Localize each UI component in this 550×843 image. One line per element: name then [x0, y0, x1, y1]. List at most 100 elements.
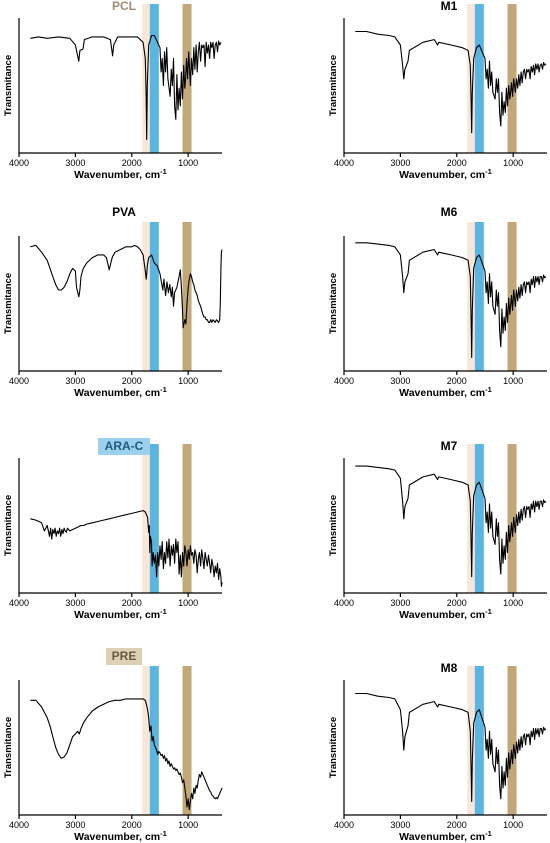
x-tick-label: 1000 [503, 820, 523, 830]
x-axis-label-sup: -1 [485, 829, 492, 838]
x-tick-label: 3000 [65, 820, 85, 830]
x-tick-label: 4000 [9, 158, 29, 168]
band-blue [474, 222, 484, 371]
chart-panel-m7: 4000 3000 2000 1000 Wavenumber, cm-1 Transmit… [328, 439, 547, 621]
band-blue [474, 444, 484, 593]
x-tick-label: 2000 [122, 376, 142, 386]
x-axis-label-sup: -1 [160, 167, 167, 176]
x-tick-label: 1000 [178, 598, 198, 608]
x-tick-label: 3000 [65, 158, 85, 168]
spectrum-line [355, 692, 547, 803]
x-tick-label: 3000 [65, 376, 85, 386]
chart-title: M7 [441, 439, 458, 453]
band-pale [467, 222, 477, 371]
x-tick-label: 4000 [9, 376, 29, 386]
x-tick-label: 3000 [65, 598, 85, 608]
band-tan [507, 666, 517, 815]
x-tick-label: 1000 [503, 158, 523, 168]
x-tick-label: 4000 [334, 598, 354, 608]
x-tick-label: 4000 [334, 376, 354, 386]
y-axis-label: Transmitance [3, 55, 14, 116]
x-axis-label-text: Wavenumber, cm [399, 609, 485, 621]
x-tick-label: 3000 [390, 598, 410, 608]
chart-panel-ara-c: 4000 3000 2000 1000 Wavenumber, cm-1 Transmit… [3, 438, 223, 621]
spectrum-line [30, 34, 222, 141]
x-tick-label: 1000 [503, 598, 523, 608]
x-tick-label: 1000 [178, 820, 198, 830]
x-axis-label: Wavenumber, cm-1 [74, 167, 167, 181]
chart-panel-pre: 4000 3000 2000 1000 Wavenumber, cm-1 Transmit… [3, 648, 223, 843]
x-axis-label-text: Wavenumber, cm [399, 831, 485, 843]
x-axis-label: Wavenumber, cm-1 [399, 829, 492, 843]
x-axis-label-sup: -1 [160, 829, 167, 838]
chart-panel-pcl: 4000 3000 2000 1000 Wavenumber, cm-1 Transmit… [3, 0, 222, 181]
band-blue [474, 666, 484, 815]
band-blue [474, 4, 484, 153]
band-pale [142, 444, 152, 593]
chart-title: PVA [112, 205, 136, 219]
chart-title: M8 [441, 661, 458, 675]
x-tick-label: 2000 [447, 376, 467, 386]
band-tan [182, 666, 192, 815]
x-axis-label: Wavenumber, cm-1 [74, 829, 167, 843]
chart-title: ARA-C [105, 439, 144, 453]
x-axis-label-sup: -1 [160, 385, 167, 394]
x-tick-label: 2000 [122, 598, 142, 608]
x-axis-label-text: Wavenumber, cm [399, 387, 485, 399]
band-pale [142, 4, 152, 153]
x-axis-label: Wavenumber, cm-1 [399, 167, 492, 181]
chart-panel-m1: 4000 3000 2000 1000 Wavenumber, cm-1 Transmit… [328, 0, 547, 181]
y-axis-label: Transmitance [328, 495, 339, 556]
x-tick-label: 2000 [447, 820, 467, 830]
y-axis-label: Transmitance [3, 495, 14, 556]
x-tick-label: 3000 [390, 820, 410, 830]
chart-title: M1 [441, 0, 458, 13]
band-blue [149, 444, 159, 593]
x-tick-label: 1000 [178, 376, 198, 386]
y-axis-label: Transmitance [328, 717, 339, 778]
x-axis-label: Wavenumber, cm-1 [399, 607, 492, 621]
band-blue [149, 222, 159, 371]
x-tick-label: 4000 [334, 820, 354, 830]
chart-title: PCL [112, 0, 136, 13]
spectrum-line [30, 510, 223, 587]
x-tick-label: 2000 [122, 820, 142, 830]
band-tan [507, 4, 517, 153]
spectrum-line [30, 244, 223, 329]
y-axis-label: Transmitance [328, 273, 339, 334]
chart-panel-m8: 4000 3000 2000 1000 Wavenumber, cm-1 Transmit… [328, 661, 547, 843]
chart-title-box [98, 438, 150, 455]
x-axis-label-sup: -1 [485, 607, 492, 616]
x-tick-label: 4000 [334, 158, 354, 168]
x-axis-label-sup: -1 [485, 385, 492, 394]
band-tan [182, 444, 192, 593]
chart-panel-m6: 4000 3000 2000 1000 Wavenumber, cm-1 Transmit… [328, 205, 547, 399]
x-axis-label-sup: -1 [160, 607, 167, 616]
x-axis-label-text: Wavenumber, cm [399, 169, 485, 181]
spectrum-line [355, 30, 547, 134]
x-tick-label: 1000 [178, 158, 198, 168]
x-tick-label: 1000 [503, 376, 523, 386]
x-axis-label-text: Wavenumber, cm [74, 169, 160, 181]
x-axis-label-text: Wavenumber, cm [74, 609, 160, 621]
x-axis-label-text: Wavenumber, cm [74, 387, 160, 399]
band-pale [142, 666, 152, 815]
spectrum-line [30, 698, 223, 811]
x-tick-label: 4000 [9, 820, 29, 830]
x-tick-label: 2000 [447, 158, 467, 168]
band-blue [149, 4, 159, 153]
chart-title-box [106, 648, 142, 665]
x-tick-label: 4000 [9, 598, 29, 608]
chart-title: PRE [112, 649, 137, 663]
band-tan [507, 444, 517, 593]
x-tick-label: 2000 [122, 158, 142, 168]
x-axis-label: Wavenumber, cm-1 [74, 385, 167, 399]
x-tick-label: 3000 [390, 376, 410, 386]
chart-title: M6 [441, 205, 458, 219]
band-pale [467, 666, 477, 815]
band-blue [149, 666, 159, 815]
band-pale [142, 222, 152, 371]
y-axis-label: Transmitance [3, 273, 14, 334]
band-pale [467, 444, 477, 593]
